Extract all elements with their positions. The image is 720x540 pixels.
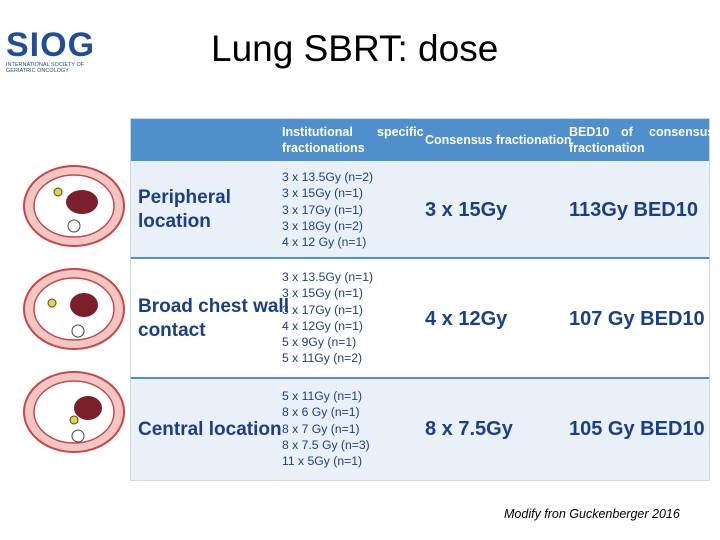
header-fractionations: fractionations <box>282 141 365 155</box>
logo-subtitle: INTERNATIONAL SOCIETY OF GERIATRIC ONCOL… <box>6 62 85 74</box>
header-institutional: Institutional <box>282 125 353 139</box>
header-fractionation: fractionation <box>569 141 645 155</box>
row-label-line2: contact <box>138 320 206 341</box>
header-of: of <box>621 125 633 139</box>
table-row-chest-wall: Broad chest wall contact 3 x 13.5Gy (n=1… <box>131 259 709 377</box>
fractionation-item: 3 x 13.5Gy (n=2) <box>282 170 374 184</box>
peripheral-location-diagram <box>12 158 126 262</box>
fractionation-item: 3 x 18Gy (n=2) <box>282 218 363 233</box>
fractionation-item: 8 x 6 Gy (n=1) <box>282 405 360 420</box>
fractionation-item: 3 x 15Gy (n=1) <box>282 286 363 301</box>
table-header: Institutional specific fractionations Co… <box>131 119 714 161</box>
fractionation-item: 8 x 7 Gy (n=1) <box>282 421 360 436</box>
fractionation-list: 3 x 13.5Gy (n=2) 3 x 15Gy (n=1) 3 x 17Gy… <box>282 169 373 250</box>
fractionation-item: 4 x 12 Gy (n=1) <box>282 235 367 250</box>
bed-value: 105 Gy BED10 <box>569 418 705 440</box>
table-row-central: Central location 5 x 11Gy (n=1) 8 x 6 Gy… <box>131 379 709 480</box>
bed-value: 113Gy BED10 <box>569 199 698 221</box>
fractionation-list: 5 x 11Gy (n=1) 8 x 6 Gy (n=1) 8 x 7 Gy (… <box>282 388 370 469</box>
fractionation-item: 3 x 13.5Gy (n=1) <box>282 270 374 284</box>
header-bed10: BED10 <box>569 125 610 139</box>
header-consensus: consensus <box>649 125 715 139</box>
fractionation-item: 3 x 15Gy (n=1) <box>282 186 363 201</box>
bed-value: 107 Gy BED10 <box>569 308 705 330</box>
consensus-value: 3 x 15Gy <box>425 199 508 221</box>
header-consensus-fractionation: Consensus fractionation <box>425 133 572 147</box>
row-label-line1: Peripheral <box>138 187 231 208</box>
slide-title: Lung SBRT: dose <box>211 28 499 69</box>
fractionation-item: 5 x 11Gy (n=1) <box>282 389 363 403</box>
source-footnote: Modify fron Guckenberger 2016 <box>504 507 680 521</box>
row-label-line2: location <box>138 211 211 232</box>
chest-wall-location-diagram <box>12 261 126 365</box>
fractionation-item: 5 x 9Gy (n=1) <box>282 335 357 350</box>
fractionation-item: 8 x 7.5 Gy (n=3) <box>282 437 370 452</box>
fractionation-item: 3 x 17Gy (n=1) <box>282 202 363 217</box>
location-diagrams <box>12 158 126 476</box>
row-divider <box>131 377 709 379</box>
header-specific: specific <box>377 125 424 139</box>
fractionation-item: 11 x 5Gy (n=1) <box>282 454 363 469</box>
dose-table: Institutional specific fractionations Co… <box>130 118 714 481</box>
fractionation-item: 3 x 17Gy (n=1) <box>282 302 363 317</box>
central-location-diagram <box>12 364 126 468</box>
row-label-line1: Broad chest wall <box>138 296 289 317</box>
logo-text: SIOG <box>6 26 96 64</box>
row-divider <box>131 257 709 259</box>
consensus-value: 4 x 12Gy <box>425 308 508 330</box>
fractionation-item: 5 x 11Gy (n=2) <box>282 351 363 366</box>
row-label-line1: Central location <box>138 419 282 440</box>
fractionation-item: 4 x 12Gy (n=1) <box>282 318 363 333</box>
consensus-value: 8 x 7.5Gy <box>425 418 513 440</box>
table-row-peripheral: Peripheral location 3 x 13.5Gy (n=2) 3 x… <box>131 161 709 257</box>
fractionation-list: 3 x 13.5Gy (n=1) 3 x 15Gy (n=1) 3 x 17Gy… <box>282 269 373 367</box>
